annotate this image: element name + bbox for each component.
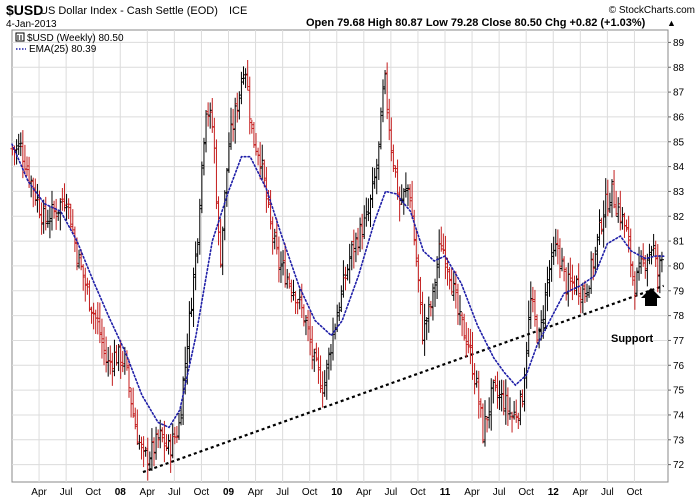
y-tick-label: 88 bbox=[673, 63, 685, 74]
x-axis-labels: Apr Jul Oct 08 Apr Jul Oct 09 Apr Jul Oct 10 Apr Jul O… bbox=[31, 487, 642, 498]
y-tick-label: 78 bbox=[673, 311, 685, 322]
x-tick-label: 10 bbox=[331, 487, 343, 498]
x-tick-label: Oct bbox=[302, 487, 318, 498]
ohlc-bar-down bbox=[247, 76, 252, 135]
y-tick-label: 73 bbox=[673, 435, 685, 446]
x-tick-label: Jul bbox=[601, 487, 614, 498]
x-tick-label: Oct bbox=[85, 487, 101, 498]
y-tick-label: 84 bbox=[673, 162, 685, 173]
plot-area bbox=[11, 29, 669, 483]
y-tick-label: 72 bbox=[673, 460, 685, 471]
y-tick-label: 76 bbox=[673, 361, 685, 372]
x-tick-label: Apr bbox=[464, 487, 480, 498]
ohlc-bar-up bbox=[659, 251, 664, 273]
x-tick-label: Jul bbox=[276, 487, 289, 498]
y-tick-label: 87 bbox=[673, 88, 685, 99]
watermark: © StockCharts.com bbox=[609, 5, 695, 16]
symbol-title: $USD bbox=[6, 2, 43, 18]
chart-date: 4-Jan-2013 bbox=[6, 19, 57, 30]
y-axis-labels: 72 73 74 75 76 77 78 79 80 81 82 83 84 85 86 87 88 89 bbox=[668, 38, 685, 471]
ohlc-readout: Open 79.68 High 80.87 Low 79.28 Close 80… bbox=[306, 17, 646, 29]
header-band bbox=[0, 0, 700, 30]
legend-price-label: $USD (Weekly) 80.50 bbox=[27, 33, 124, 44]
ohlc-bar-down bbox=[127, 359, 132, 398]
x-tick-label: Apr bbox=[31, 487, 47, 498]
x-tick-label: Oct bbox=[410, 487, 426, 498]
y-tick-label: 80 bbox=[673, 261, 685, 272]
y-tick-label: 79 bbox=[673, 286, 685, 297]
y-tick-label: 83 bbox=[673, 187, 685, 198]
support-annotation: Support bbox=[611, 288, 661, 345]
x-tick-label: 12 bbox=[548, 487, 560, 498]
y-tick-label: 85 bbox=[673, 137, 685, 148]
up-arrow-icon bbox=[641, 288, 661, 306]
ohlc-bar-up bbox=[458, 295, 463, 326]
trendline-layer bbox=[142, 284, 665, 474]
y-tick-label: 89 bbox=[673, 38, 685, 49]
x-tick-label: Apr bbox=[356, 487, 372, 498]
x-tick-label: Oct bbox=[627, 487, 643, 498]
y-tick-label: 86 bbox=[673, 112, 685, 123]
legend-price-swatch bbox=[15, 32, 25, 42]
x-tick-label: 11 bbox=[440, 487, 451, 498]
exchange-label: ICE bbox=[229, 5, 247, 17]
y-tick-label: 77 bbox=[673, 336, 685, 347]
y-tick-label: 75 bbox=[673, 386, 685, 397]
x-tick-label: Apr bbox=[140, 487, 156, 498]
x-tick-label: Oct bbox=[194, 487, 210, 498]
index-name: US Dollar Index - Cash Settle (EOD) bbox=[40, 5, 218, 17]
x-tick-label: Apr bbox=[573, 487, 589, 498]
ema-layer bbox=[11, 143, 665, 429]
change-up-icon: ▲ bbox=[667, 18, 676, 28]
y-tick-label: 82 bbox=[673, 212, 685, 223]
y-tick-label: 81 bbox=[673, 237, 685, 248]
x-tick-label: Jul bbox=[384, 487, 397, 498]
ema-25-line bbox=[11, 143, 665, 429]
legend: $USD (Weekly) 80.50 EMA(25) 80.39 bbox=[15, 32, 124, 55]
x-tick-label: Jul bbox=[168, 487, 181, 498]
x-tick-label: Oct bbox=[518, 487, 534, 498]
x-tick-label: Jul bbox=[60, 487, 73, 498]
x-tick-label: Apr bbox=[248, 487, 264, 498]
y-tick-label: 74 bbox=[673, 410, 685, 421]
x-tick-label: Jul bbox=[493, 487, 506, 498]
x-tick-label: 08 bbox=[115, 487, 127, 498]
support-label: Support bbox=[611, 333, 653, 345]
x-tick-label: 09 bbox=[223, 487, 235, 498]
legend-ema-label: EMA(25) 80.39 bbox=[29, 44, 97, 55]
support-trendline bbox=[142, 284, 665, 474]
